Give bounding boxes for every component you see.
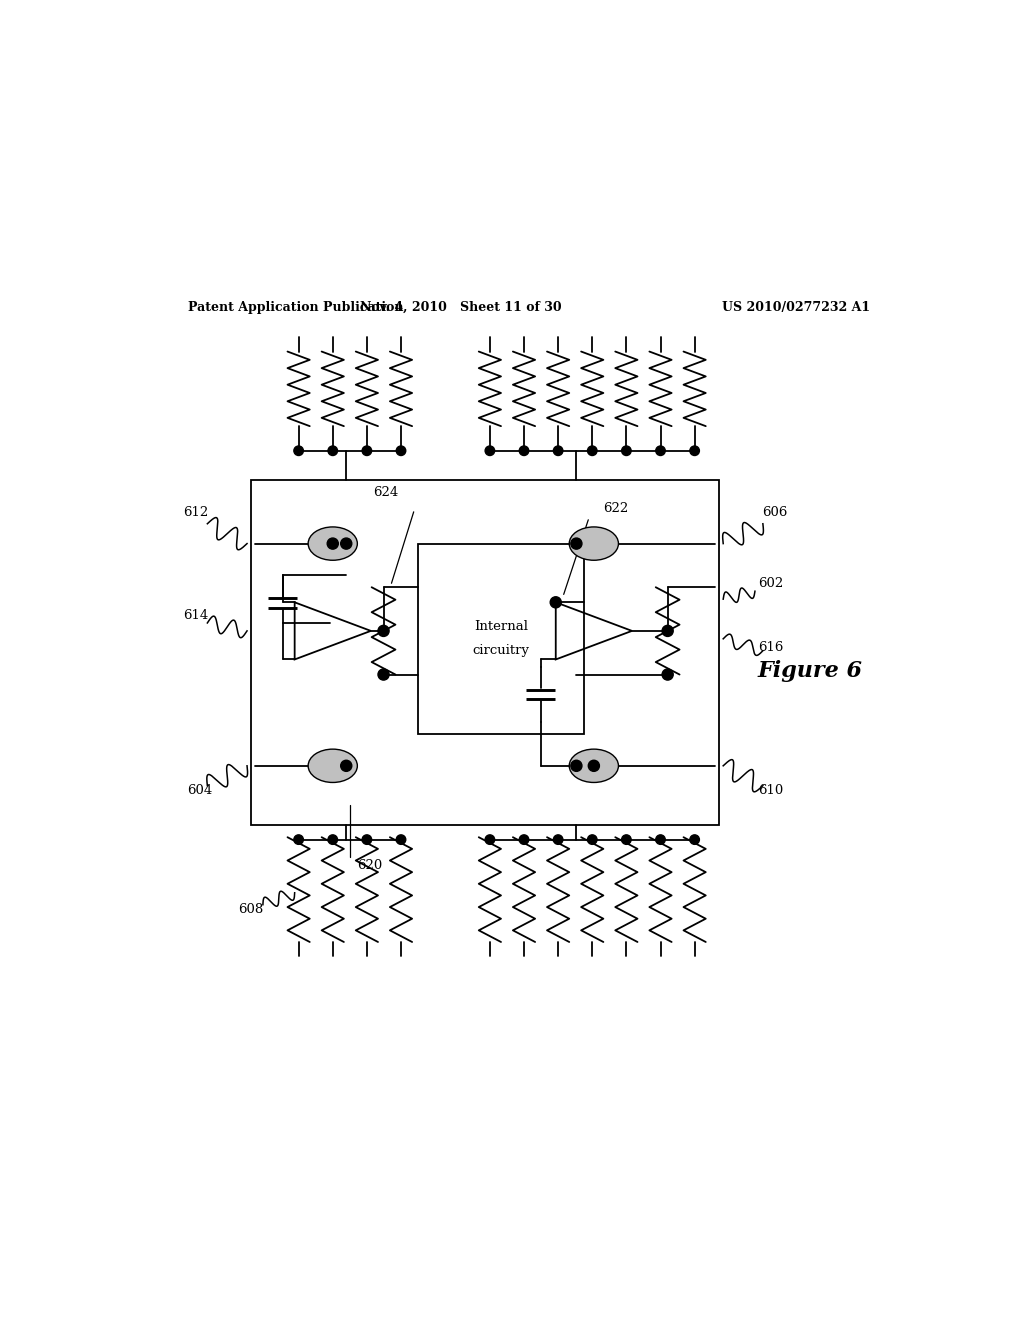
Circle shape — [328, 834, 338, 845]
Text: Internal: Internal — [474, 620, 528, 634]
Circle shape — [519, 446, 528, 455]
Text: circuitry: circuitry — [472, 644, 529, 657]
Text: 604: 604 — [186, 784, 212, 796]
Text: 624: 624 — [374, 486, 398, 499]
Circle shape — [690, 446, 699, 455]
Bar — [418, 544, 585, 734]
Circle shape — [553, 834, 563, 845]
Text: 622: 622 — [603, 502, 629, 515]
Circle shape — [690, 834, 699, 845]
Text: Figure 6: Figure 6 — [758, 660, 863, 681]
Circle shape — [622, 446, 631, 455]
Circle shape — [341, 760, 352, 771]
Text: 614: 614 — [183, 609, 208, 622]
Text: Patent Application Publication: Patent Application Publication — [187, 301, 403, 314]
Circle shape — [362, 446, 372, 455]
Circle shape — [341, 539, 352, 549]
Text: Nov. 4, 2010   Sheet 11 of 30: Nov. 4, 2010 Sheet 11 of 30 — [360, 301, 562, 314]
Circle shape — [396, 834, 406, 845]
Text: 612: 612 — [183, 506, 208, 519]
Ellipse shape — [308, 527, 357, 560]
Circle shape — [663, 669, 673, 680]
Circle shape — [328, 446, 338, 455]
Circle shape — [663, 626, 673, 636]
Circle shape — [328, 539, 338, 549]
Text: 610: 610 — [758, 784, 783, 796]
Ellipse shape — [569, 750, 618, 783]
Circle shape — [570, 539, 582, 549]
Text: US 2010/0277232 A1: US 2010/0277232 A1 — [722, 301, 870, 314]
Circle shape — [655, 834, 666, 845]
Text: 616: 616 — [758, 640, 783, 653]
Text: 608: 608 — [239, 903, 263, 916]
Text: 620: 620 — [357, 859, 383, 873]
Circle shape — [362, 834, 372, 845]
Circle shape — [622, 834, 631, 845]
Circle shape — [485, 834, 495, 845]
Circle shape — [378, 626, 389, 636]
Circle shape — [294, 834, 303, 845]
Circle shape — [588, 760, 599, 771]
Circle shape — [553, 446, 563, 455]
Text: 606: 606 — [762, 506, 787, 519]
Circle shape — [570, 760, 582, 771]
Circle shape — [378, 669, 389, 680]
Ellipse shape — [308, 750, 357, 783]
Circle shape — [588, 446, 597, 455]
Circle shape — [588, 834, 597, 845]
Ellipse shape — [569, 527, 618, 560]
Circle shape — [655, 446, 666, 455]
Circle shape — [294, 446, 303, 455]
Circle shape — [519, 834, 528, 845]
Circle shape — [550, 597, 561, 609]
Bar — [251, 480, 719, 825]
Text: 602: 602 — [758, 577, 783, 590]
Circle shape — [485, 446, 495, 455]
Circle shape — [396, 446, 406, 455]
